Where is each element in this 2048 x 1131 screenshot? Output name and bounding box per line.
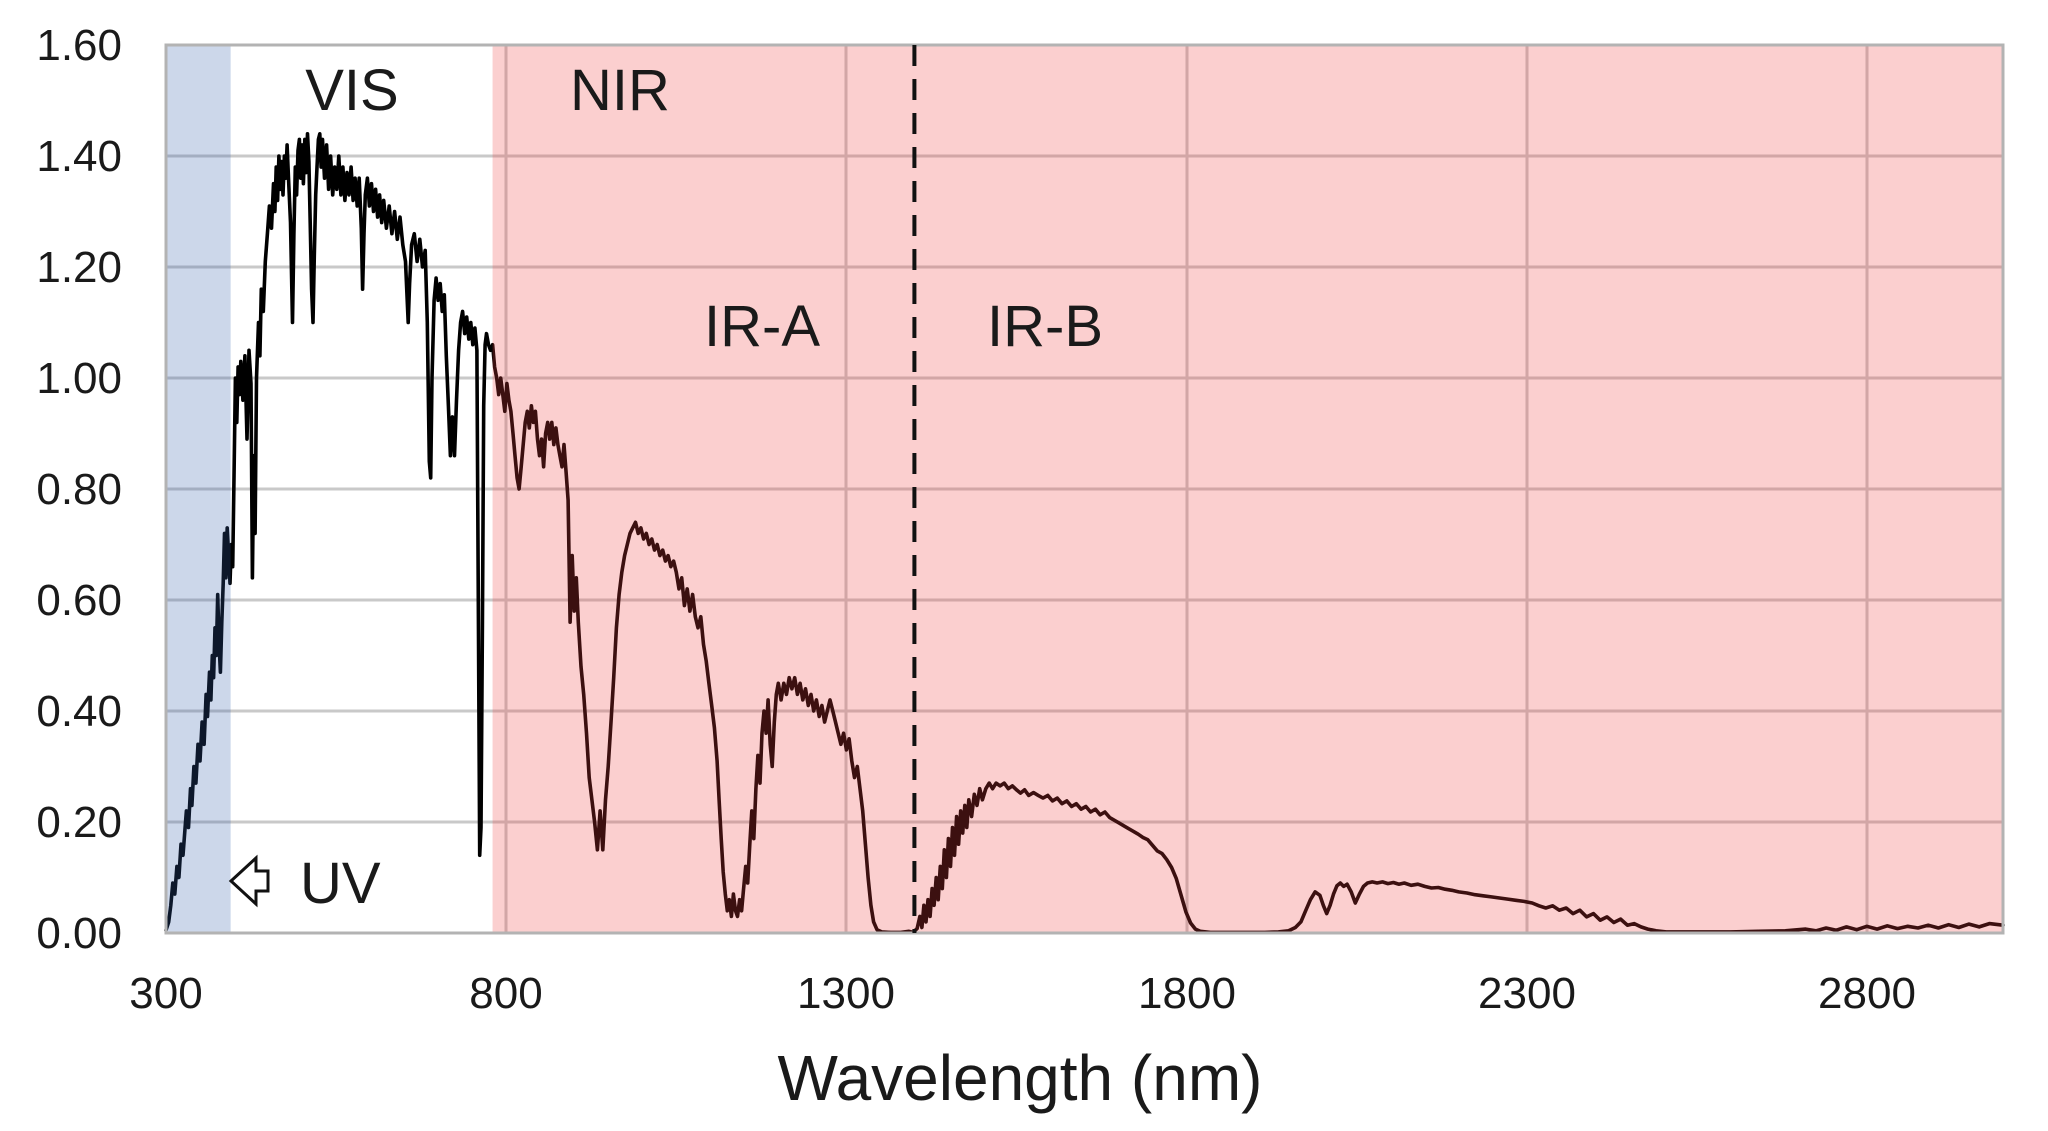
- x-axis-tick-labels: 300 800 1300 1800 2300 2800: [129, 969, 1916, 1018]
- ir-b-region-label: IR-B: [987, 294, 1103, 359]
- y-tick: 1.60: [36, 21, 122, 70]
- y-tick: 0.60: [36, 576, 122, 625]
- uv-region-label: UV: [300, 851, 381, 916]
- y-tick: 0.80: [36, 465, 122, 514]
- plot-border: [164, 43, 2005, 935]
- vis-region-label: VIS: [305, 58, 399, 123]
- y-tick: 1.20: [36, 243, 122, 292]
- x-tick: 2800: [1818, 969, 1916, 1018]
- y-tick: 1.00: [36, 354, 122, 403]
- y-tick: 0.40: [36, 687, 122, 736]
- gridlines: [166, 45, 2003, 933]
- y-tick: 0.20: [36, 798, 122, 847]
- ir-a-region-label: IR-A: [704, 294, 820, 359]
- x-tick: 800: [469, 969, 542, 1018]
- uv-band-overlay: [166, 45, 231, 933]
- spectrum-curve: [164, 132, 2005, 935]
- x-tick: 1800: [1138, 969, 1236, 1018]
- nir-region-label: NIR: [570, 58, 670, 123]
- y-axis-tick-labels: 1.60 1.40 1.20 1.00 0.80 0.60 0.40 0.20 …: [36, 21, 122, 958]
- nir-band-overlay: [492, 45, 2004, 933]
- x-tick: 2300: [1478, 969, 1576, 1018]
- uv-left-arrow-icon: [228, 854, 270, 908]
- y-tick: 0.00: [36, 909, 122, 958]
- x-axis-title: Wavelength (nm): [778, 1042, 1263, 1114]
- x-tick: 1300: [797, 969, 895, 1018]
- y-tick: 1.40: [36, 132, 122, 181]
- x-tick: 300: [129, 969, 202, 1018]
